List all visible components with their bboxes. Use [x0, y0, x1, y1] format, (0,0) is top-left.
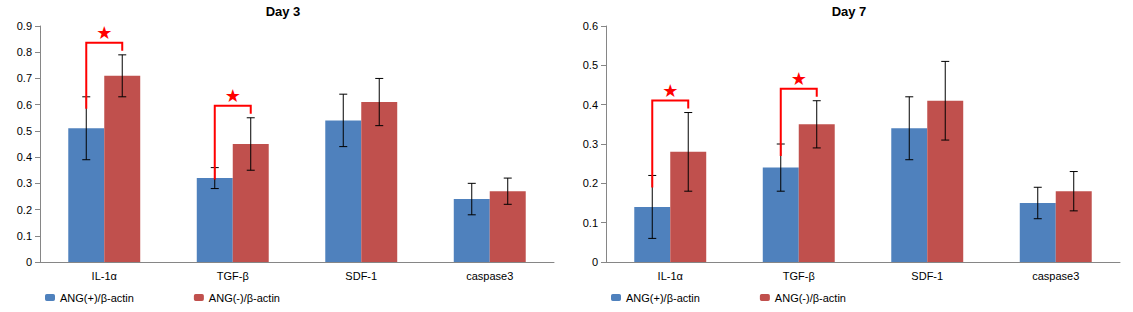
svg-text:TGF-β: TGF-β	[783, 270, 815, 282]
svg-text:IL-1α: IL-1α	[658, 270, 684, 282]
svg-text:0.2: 0.2	[583, 177, 598, 189]
svg-text:ANG(+)/β-actin: ANG(+)/β-actin	[626, 292, 700, 304]
svg-text:SDF-1: SDF-1	[345, 270, 377, 282]
svg-text:Day 3: Day 3	[266, 4, 301, 19]
svg-text:0.4: 0.4	[17, 151, 32, 163]
svg-text:0.5: 0.5	[17, 125, 32, 137]
svg-text:0.3: 0.3	[17, 177, 32, 189]
svg-text:SDF-1: SDF-1	[911, 270, 943, 282]
svg-text:0.6: 0.6	[583, 20, 598, 32]
svg-text:★: ★	[96, 22, 112, 43]
svg-text:TGF-β: TGF-β	[217, 270, 249, 282]
svg-text:0.3: 0.3	[583, 138, 598, 150]
svg-text:0.2: 0.2	[17, 204, 32, 216]
svg-text:0.1: 0.1	[17, 230, 32, 242]
svg-text:0.1: 0.1	[583, 217, 598, 229]
svg-text:0.6: 0.6	[17, 99, 32, 111]
svg-text:ANG(+)/β-actin: ANG(+)/β-actin	[60, 292, 134, 304]
svg-text:★: ★	[225, 85, 241, 106]
svg-text:0: 0	[26, 256, 32, 268]
svg-text:0.7: 0.7	[17, 72, 32, 84]
svg-text:0.5: 0.5	[583, 59, 598, 71]
svg-text:ANG(-)/β-actin: ANG(-)/β-actin	[209, 292, 280, 304]
svg-text:★: ★	[662, 80, 678, 101]
svg-text:★: ★	[791, 68, 807, 89]
svg-text:0.9: 0.9	[17, 20, 32, 32]
svg-text:Day 7: Day 7	[832, 4, 867, 19]
svg-text:ANG(-)/β-actin: ANG(-)/β-actin	[775, 292, 846, 304]
svg-text:0.4: 0.4	[583, 99, 598, 111]
svg-text:caspase3: caspase3	[1032, 270, 1079, 282]
svg-text:IL-1α: IL-1α	[92, 270, 118, 282]
svg-text:0: 0	[592, 256, 598, 268]
svg-text:0.8: 0.8	[17, 46, 32, 58]
svg-text:caspase3: caspase3	[466, 270, 513, 282]
